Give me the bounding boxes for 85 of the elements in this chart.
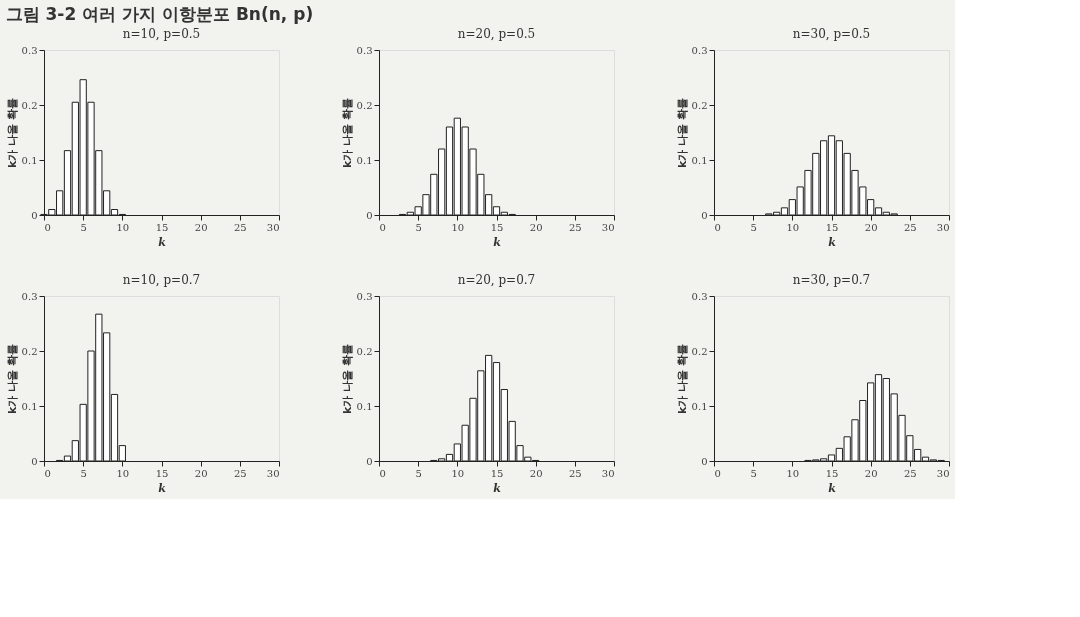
caption: 그림 3-2 여러 가지 이항분포 Bn(n, p): [5, 3, 314, 24]
x-tick-label: 10: [786, 467, 800, 479]
x-tick-label: 15: [825, 467, 839, 479]
x-tick-label: 0: [44, 467, 51, 479]
x-tick-label: 25: [903, 221, 917, 233]
x-tick-label: 20: [864, 221, 878, 233]
y-tick-label: 0: [31, 209, 38, 221]
chart-title: n=30, p=0.5: [792, 27, 871, 41]
chart-title: n=30, p=0.7: [792, 273, 871, 287]
x-tick-label: 5: [80, 221, 87, 233]
x-tick-label: 5: [750, 467, 757, 479]
x-tick-label: 15: [155, 221, 169, 233]
y-tick-label: 0.2: [691, 99, 708, 111]
x-tick-label: 25: [233, 221, 247, 233]
y-tick-label: 0.3: [691, 290, 708, 302]
x-tick-label: 10: [451, 467, 465, 479]
x-tick-label: 5: [415, 221, 422, 233]
x-tick-label: 5: [80, 467, 87, 479]
y-tick-label: 0.2: [691, 345, 708, 357]
y-tick-label: 0.2: [356, 99, 373, 111]
x-tick-label: 20: [194, 221, 208, 233]
x-tick-label: 0: [379, 467, 386, 479]
y-tick-label: 0.2: [21, 345, 38, 357]
y-axis-title: k가 나올 확률: [5, 344, 19, 414]
y-tick-label: 0.3: [356, 290, 373, 302]
x-tick-label: 20: [529, 467, 543, 479]
y-axis-title: k가 나올 확률: [340, 344, 354, 414]
x-axis-title: k: [158, 481, 167, 495]
y-tick-label: 0.1: [691, 154, 708, 166]
x-tick-label: 30: [601, 467, 615, 479]
y-tick-label: 0.3: [21, 44, 38, 56]
x-tick-label: 10: [451, 221, 465, 233]
x-tick-label: 0: [44, 221, 51, 233]
x-tick-label: 5: [750, 221, 757, 233]
x-tick-label: 15: [155, 467, 169, 479]
x-tick-label: 10: [116, 221, 130, 233]
x-tick-label: 0: [379, 221, 386, 233]
y-tick-label: 0: [31, 455, 38, 467]
x-tick-label: 30: [601, 221, 615, 233]
x-tick-label: 20: [194, 467, 208, 479]
y-axis-title: k가 나올 확률: [675, 344, 689, 414]
x-axis-title: k: [828, 481, 837, 495]
x-tick-label: 30: [266, 467, 280, 479]
x-tick-label: 15: [490, 467, 504, 479]
y-tick-label: 0: [366, 455, 373, 467]
y-tick-label: 0.1: [21, 154, 38, 166]
x-tick-label: 25: [903, 467, 917, 479]
x-tick-label: 30: [936, 221, 950, 233]
y-tick-label: 0: [701, 455, 708, 467]
y-tick-label: 0: [701, 209, 708, 221]
y-tick-label: 0.3: [691, 44, 708, 56]
x-tick-label: 30: [936, 467, 950, 479]
chart-title: n=20, p=0.7: [457, 273, 536, 287]
y-tick-label: 0.1: [356, 400, 373, 412]
y-tick-label: 0.3: [356, 44, 373, 56]
y-axis-title: k가 나올 확률: [675, 98, 689, 168]
x-axis-title: k: [493, 235, 502, 249]
x-axis-title: k: [158, 235, 167, 249]
x-tick-label: 25: [233, 467, 247, 479]
x-axis-title: k: [493, 481, 502, 495]
x-tick-label: 25: [568, 467, 582, 479]
x-tick-label: 30: [266, 221, 280, 233]
x-tick-label: 20: [864, 467, 878, 479]
y-axis-title: k가 나올 확률: [340, 98, 354, 168]
chart-title: n=20, p=0.5: [457, 27, 536, 41]
y-tick-label: 0: [366, 209, 373, 221]
x-tick-label: 10: [116, 467, 130, 479]
y-axis-title: k가 나올 확률: [5, 98, 19, 168]
y-tick-label: 0.3: [21, 290, 38, 302]
y-tick-label: 0.1: [691, 400, 708, 412]
x-tick-label: 0: [714, 221, 721, 233]
chart-title: n=10, p=0.7: [122, 273, 201, 287]
y-tick-label: 0.1: [21, 400, 38, 412]
x-axis-title: k: [828, 235, 837, 249]
x-tick-label: 20: [529, 221, 543, 233]
x-tick-label: 25: [568, 221, 582, 233]
chart-title: n=10, p=0.5: [122, 27, 201, 41]
y-tick-label: 0.1: [356, 154, 373, 166]
x-tick-label: 10: [786, 221, 800, 233]
x-tick-label: 15: [490, 221, 504, 233]
y-tick-label: 0.2: [356, 345, 373, 357]
x-tick-label: 15: [825, 221, 839, 233]
x-tick-label: 5: [415, 467, 422, 479]
x-tick-label: 0: [714, 467, 721, 479]
y-tick-label: 0.2: [21, 99, 38, 111]
